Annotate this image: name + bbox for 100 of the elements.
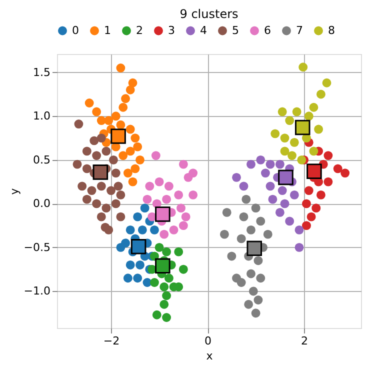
legend-label: 5 (232, 24, 239, 37)
point (72, 160, 82, 169)
point (108, 155, 118, 164)
point (232, 274, 241, 283)
point (316, 90, 326, 99)
point (302, 221, 311, 230)
point (263, 230, 272, 239)
point (162, 194, 172, 204)
point (136, 155, 144, 164)
point (133, 142, 142, 152)
y-axis-title: y (8, 188, 21, 195)
point (128, 78, 138, 88)
point (164, 182, 174, 191)
point (246, 225, 256, 234)
point (123, 274, 132, 283)
point (178, 160, 188, 169)
point (285, 116, 294, 125)
point (96, 134, 106, 142)
point (254, 256, 263, 266)
point (102, 146, 111, 156)
point (294, 243, 304, 252)
point (136, 260, 144, 270)
y-tick-label: 1.0 (33, 110, 50, 123)
point (232, 172, 241, 182)
point (304, 112, 314, 121)
point (111, 199, 120, 208)
point (118, 151, 128, 160)
point (90, 136, 99, 146)
point (82, 146, 92, 156)
point (100, 222, 110, 232)
point (154, 243, 164, 252)
point (126, 85, 135, 94)
point (116, 120, 126, 130)
point (164, 274, 174, 283)
point (248, 286, 258, 296)
x-tick-label: 2 (301, 334, 308, 348)
point (87, 186, 96, 196)
point (298, 62, 308, 72)
point (126, 124, 135, 134)
point (96, 212, 106, 222)
y-tick-label: 0.5 (33, 153, 50, 166)
y-tick-label: −0.5 (24, 240, 50, 254)
x-tick-label: −2 (103, 334, 120, 348)
point (133, 274, 142, 283)
point (256, 216, 266, 226)
point (266, 160, 275, 169)
point (309, 146, 318, 156)
point (290, 138, 299, 147)
point (162, 291, 172, 300)
point (92, 199, 102, 208)
point (340, 168, 350, 178)
point (280, 146, 290, 156)
point (133, 212, 142, 222)
point (82, 164, 92, 174)
point (96, 182, 106, 191)
point (256, 274, 266, 283)
point (154, 177, 164, 186)
point (176, 204, 186, 213)
point (227, 252, 236, 261)
point (322, 78, 332, 88)
point (290, 190, 299, 200)
point (152, 310, 162, 320)
point (275, 208, 284, 217)
point (314, 124, 324, 134)
point (266, 182, 275, 191)
point (121, 94, 130, 104)
point (145, 182, 154, 191)
point (151, 151, 160, 160)
point (106, 186, 116, 196)
point (304, 186, 314, 196)
point (188, 190, 198, 200)
legend-label: 7 (296, 24, 303, 37)
point (246, 269, 256, 278)
point (178, 264, 188, 274)
point (128, 177, 138, 186)
point (242, 194, 251, 204)
point (126, 225, 135, 234)
point (150, 278, 159, 287)
point (174, 190, 184, 200)
point (174, 247, 184, 256)
point (239, 182, 248, 191)
point (116, 243, 126, 252)
point (236, 234, 246, 244)
point (82, 194, 92, 204)
point (270, 129, 280, 138)
point (78, 182, 87, 191)
legend-label: 1 (104, 24, 111, 37)
point (292, 107, 302, 116)
point (92, 151, 102, 160)
point (116, 190, 126, 200)
point (118, 102, 128, 112)
point (288, 151, 296, 160)
point (302, 199, 311, 208)
x-tick-label: 0 (204, 334, 212, 348)
point (244, 300, 254, 309)
point (138, 225, 147, 234)
point (256, 155, 266, 164)
point (74, 120, 84, 128)
point (280, 134, 290, 142)
point (116, 64, 126, 72)
